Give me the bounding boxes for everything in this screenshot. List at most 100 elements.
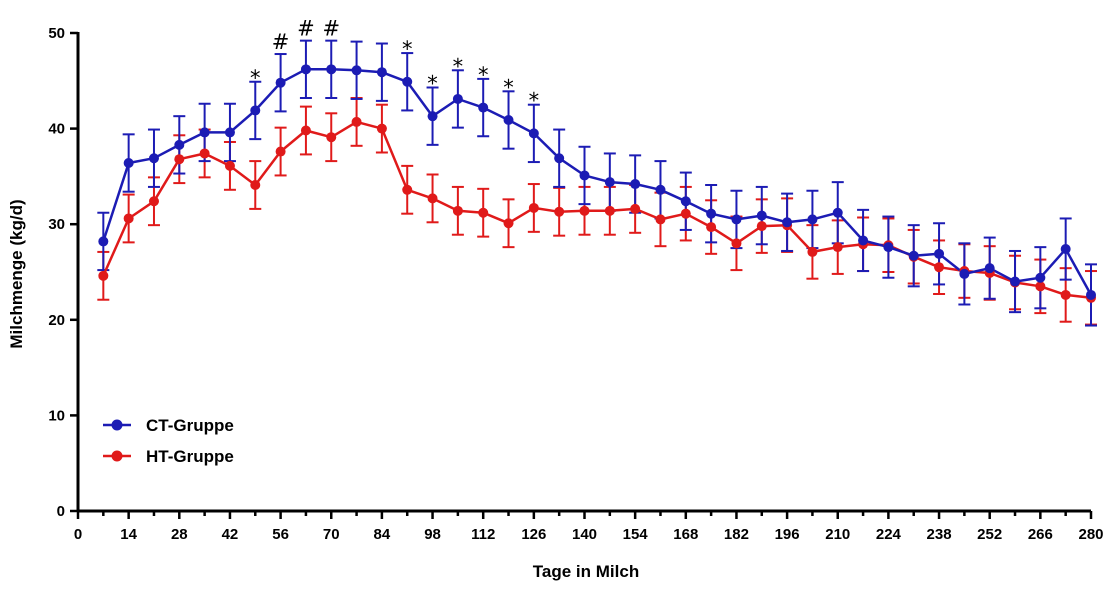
- ct-gruppe-point: [478, 102, 489, 113]
- x-tick-label: 224: [876, 526, 902, 543]
- ht-gruppe-point: [452, 205, 463, 216]
- ct-gruppe-point: [1060, 244, 1071, 255]
- ct-gruppe-point: [630, 179, 641, 190]
- ct-gruppe-point: [98, 236, 109, 247]
- ct-gruppe-point: [579, 170, 590, 181]
- ct-gruppe-point: [123, 158, 134, 169]
- ht-gruppe-line: [102, 120, 1092, 300]
- x-tick-label: 42: [222, 526, 239, 543]
- legend: CT-Gruppe HT-Gruppe: [103, 416, 234, 466]
- significance-marker: *: [453, 54, 464, 78]
- ht-gruppe-point: [579, 205, 590, 216]
- ct-gruppe-point: [1086, 289, 1096, 300]
- ht-gruppe-point: [604, 205, 615, 216]
- legend-label: HT-Gruppe: [146, 447, 234, 466]
- ct-gruppe-point: [300, 64, 311, 75]
- ht-gruppe-point: [832, 242, 843, 253]
- ht-gruppe-point: [503, 218, 514, 229]
- ct-gruppe-point: [782, 217, 793, 228]
- significance-markers: * # # # * * * * * *: [250, 17, 539, 113]
- ht-gruppe-point: [224, 160, 235, 171]
- significance-marker: *: [529, 89, 540, 113]
- x-tick-label: 0: [74, 526, 82, 543]
- ht-gruppe-point: [402, 184, 413, 195]
- ht-gruppe-point: [756, 221, 767, 232]
- x-tick-label: 196: [775, 526, 800, 543]
- significance-marker: *: [427, 71, 438, 95]
- x-tick-label: 14: [120, 526, 137, 543]
- ct-gruppe-line: [102, 68, 1093, 296]
- ct-gruppe-point: [832, 207, 843, 218]
- series-lines: [102, 68, 1093, 300]
- error-bars: [97, 39, 1097, 327]
- x-ticks: 0 14 28 42 56 70 84 98 112 126 140 154 168 182 196 210 2…: [74, 511, 1104, 543]
- ht-gruppe-point: [427, 193, 438, 204]
- ht-gruppe-point: [148, 196, 159, 207]
- ht-gruppe-point: [630, 203, 641, 214]
- y-tick-label: 40: [48, 121, 65, 138]
- y-axis-title: Milchmenge (kg/d): [7, 199, 26, 348]
- significance-marker: #: [272, 30, 290, 54]
- ht-gruppe-point: [174, 154, 185, 165]
- ct-gruppe-point: [883, 242, 894, 253]
- ct-gruppe-point: [984, 263, 995, 274]
- ht-gruppe-point: [554, 206, 565, 217]
- ht-gruppe-point: [300, 125, 311, 136]
- y-tick-label: 10: [48, 407, 65, 424]
- ct-gruppe-point: [655, 184, 666, 195]
- legend-marker: [111, 419, 123, 431]
- x-tick-label: 252: [977, 526, 1002, 543]
- x-tick-label: 112: [471, 526, 495, 543]
- x-tick-label: 168: [673, 526, 698, 543]
- y-tick-label: 0: [57, 503, 65, 520]
- ct-gruppe-point: [706, 208, 717, 219]
- ct-gruppe-point: [427, 111, 438, 122]
- ht-gruppe-point: [655, 214, 666, 225]
- ht-gruppe-point: [680, 208, 691, 219]
- significance-marker: *: [250, 66, 261, 90]
- ct-gruppe-point: [554, 153, 565, 164]
- ct-gruppe-point: [731, 214, 742, 225]
- x-tick-label: 28: [171, 526, 188, 543]
- x-tick-label: 154: [623, 526, 649, 543]
- ct-gruppe-point: [934, 248, 945, 259]
- ct-gruppe-point: [148, 153, 159, 164]
- ct-gruppe-point: [452, 93, 463, 104]
- significance-marker: #: [322, 17, 340, 41]
- ct-gruppe-point: [174, 139, 185, 150]
- significance-marker: *: [402, 37, 413, 61]
- significance-marker: *: [478, 63, 489, 87]
- y-tick-label: 50: [48, 25, 65, 42]
- ht-gruppe-point: [528, 202, 539, 213]
- ct-gruppe-point: [756, 210, 767, 221]
- y-tick-label: 20: [48, 312, 65, 329]
- ht-gruppe-point: [275, 146, 286, 157]
- ht-gruppe-point: [478, 207, 489, 218]
- x-axis-title: Tage in Milch: [533, 562, 639, 581]
- ht-gruppe-point: [731, 238, 742, 249]
- ct-gruppe-point: [858, 235, 869, 246]
- ct-gruppe-point: [1035, 272, 1046, 283]
- y-ticks: 0 10 20 30 40 50: [48, 25, 78, 520]
- ct-gruppe-point: [199, 127, 210, 138]
- ht-gruppe-point: [199, 148, 210, 159]
- legend-marker: [111, 450, 123, 462]
- ct-gruppe-point: [351, 65, 362, 76]
- ct-gruppe-point: [680, 196, 691, 207]
- ct-gruppe-point: [604, 177, 615, 188]
- ct-gruppe-point: [528, 128, 539, 139]
- x-tick-label: 84: [374, 526, 391, 543]
- ht-gruppe-point: [706, 222, 717, 233]
- y-tick-label: 30: [48, 216, 65, 233]
- ht-gruppe-point: [1035, 281, 1046, 292]
- ct-gruppe-point: [503, 114, 514, 125]
- ht-gruppe-point: [250, 180, 261, 191]
- x-tick-label: 266: [1028, 526, 1053, 543]
- ct-gruppe-point: [1010, 276, 1021, 287]
- x-tick-label: 98: [424, 526, 441, 543]
- significance-marker: #: [297, 17, 315, 41]
- ct-gruppe-point: [250, 105, 261, 116]
- ct-gruppe-point: [908, 250, 919, 261]
- x-tick-label: 280: [1078, 526, 1103, 543]
- x-tick-label: 70: [323, 526, 340, 543]
